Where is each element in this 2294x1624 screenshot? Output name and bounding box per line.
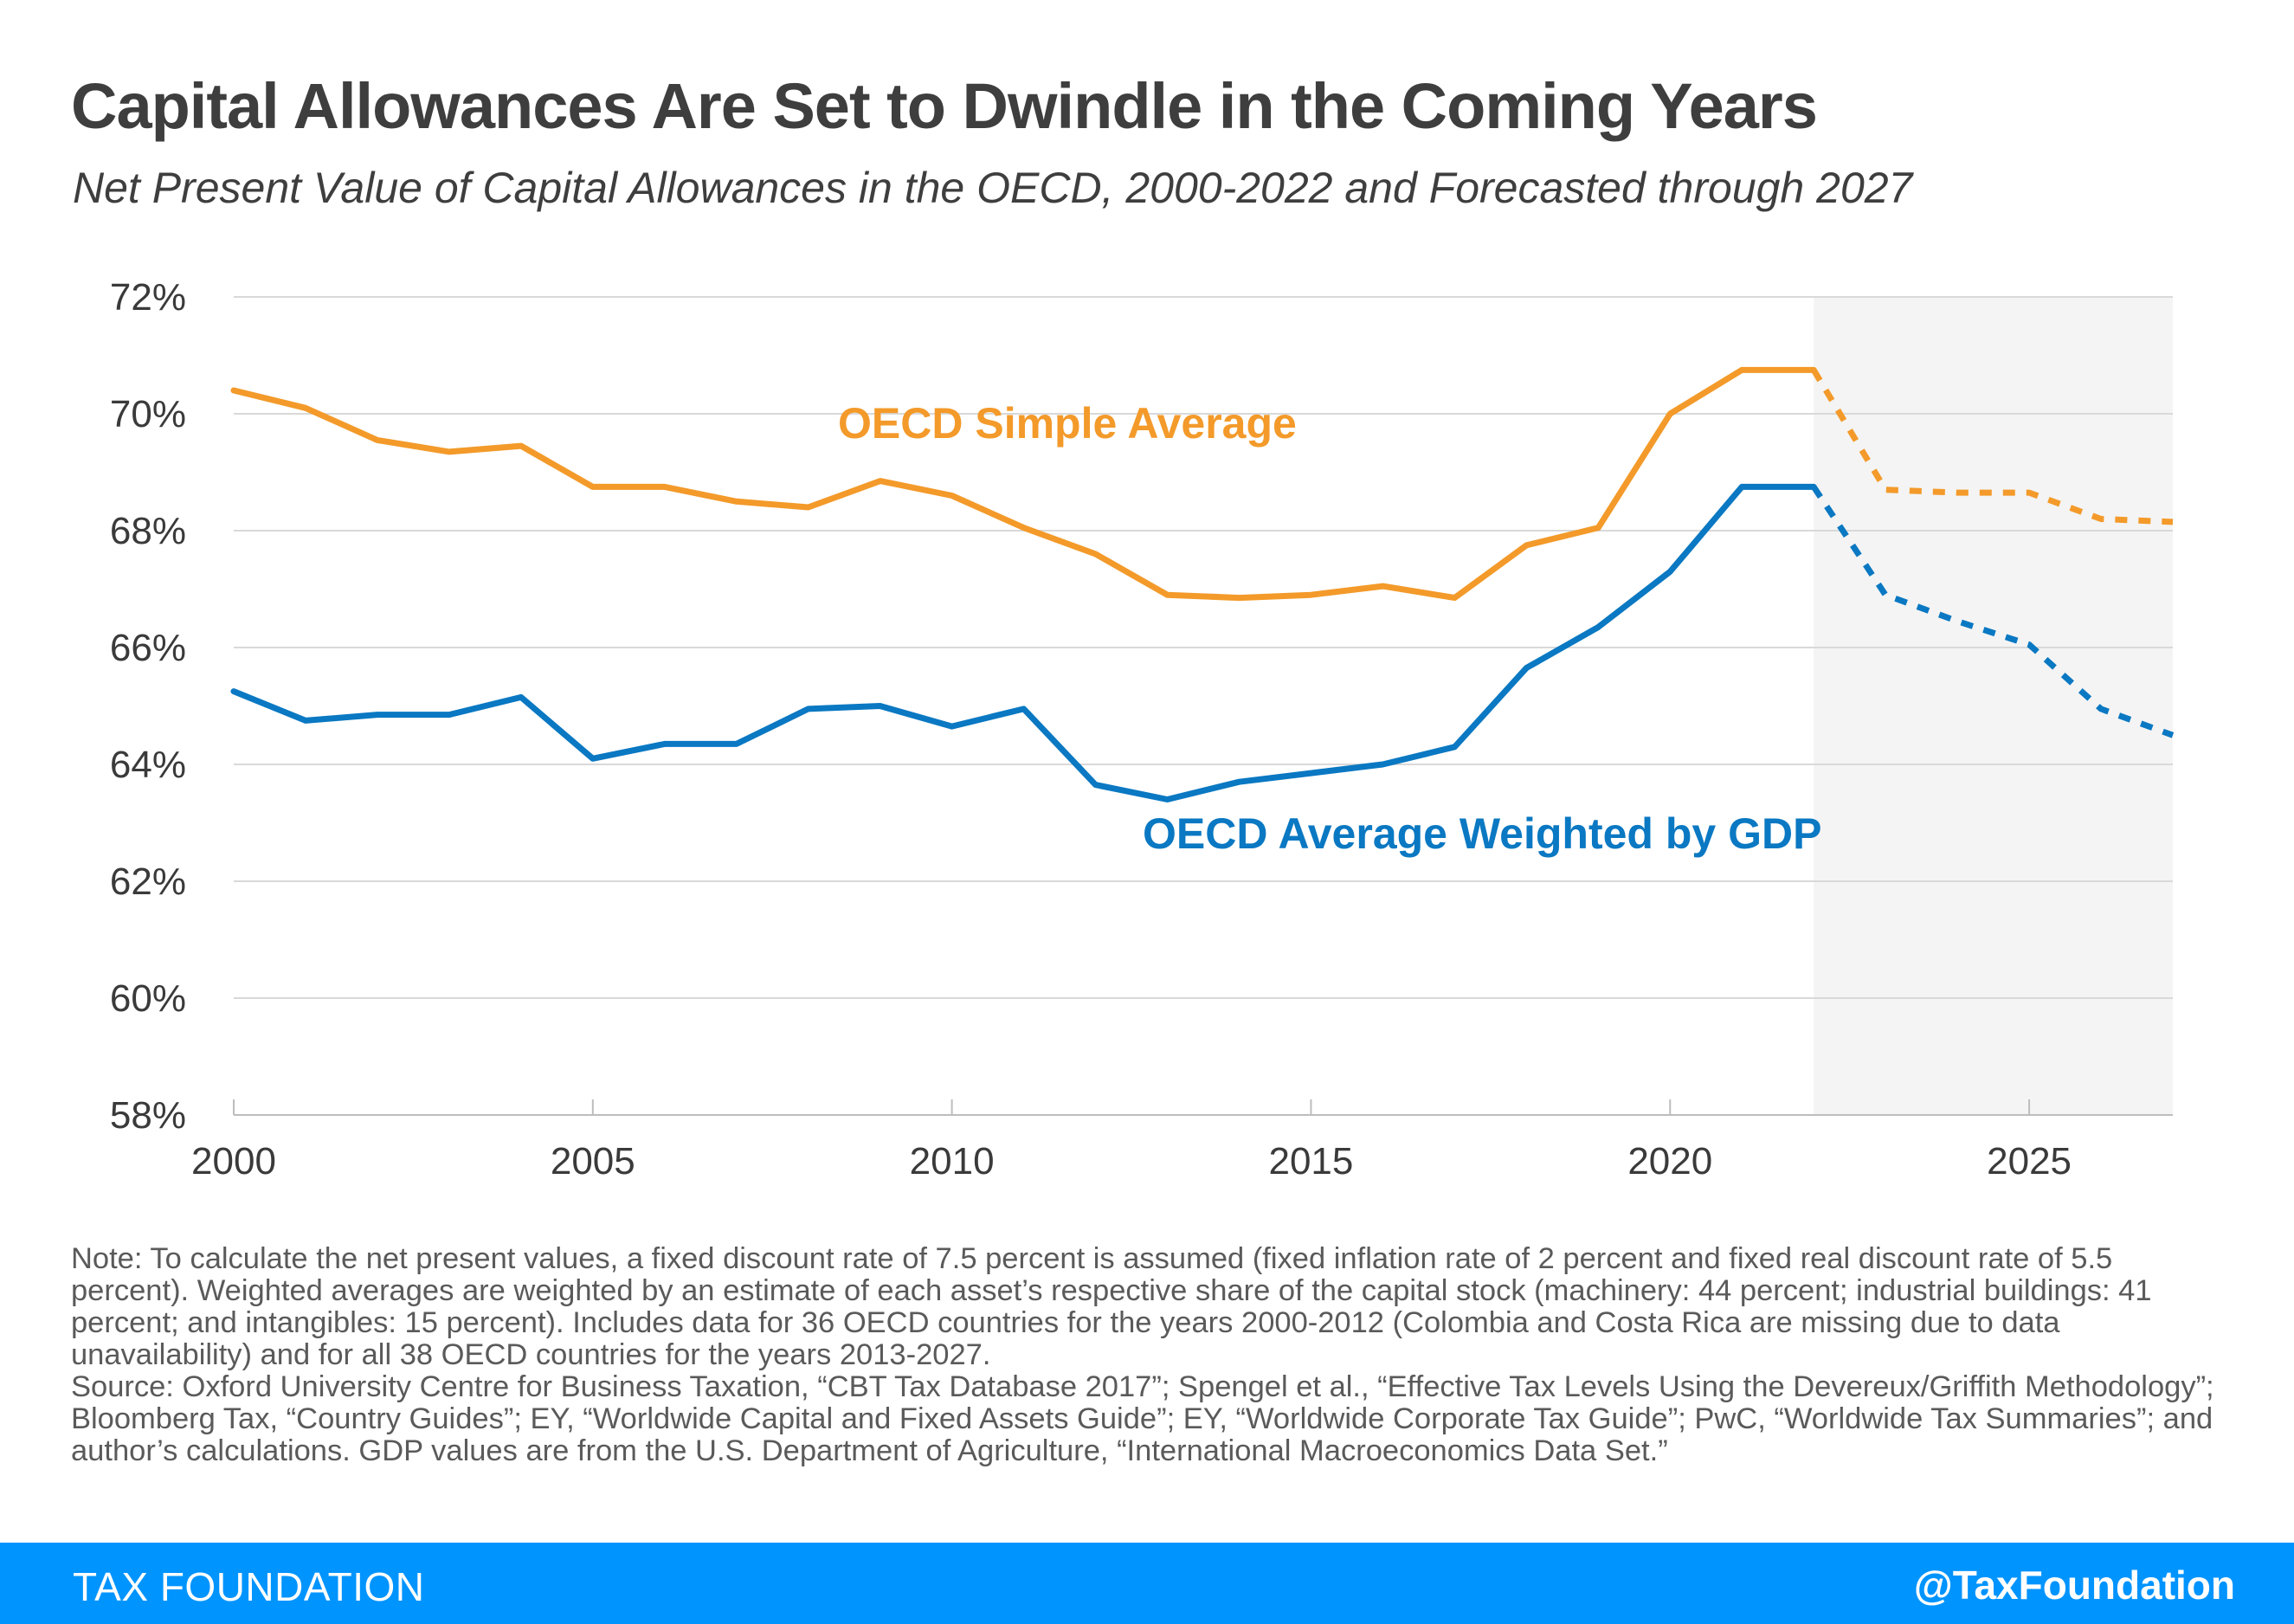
series-label-simple-average: OECD Simple Average — [838, 399, 1297, 448]
x-tick-label-2000: 2000 — [191, 1140, 276, 1183]
footer-brand: TAX FOUNDATION — [73, 1564, 425, 1609]
gridlines — [234, 296, 2173, 999]
axes: 58% 60% 62% 64% 66% 68% 70% 72% 2000 2005 2010 2015… — [110, 276, 2173, 1183]
y-tick-label-62: 62% — [110, 860, 186, 903]
x-tick-label-2020: 2020 — [1627, 1140, 1712, 1183]
y-tick-label-60: 60% — [110, 977, 186, 1020]
chart-notes: Note: To calculate the net present value… — [71, 1243, 2218, 1467]
source-text: Source: Oxford University Centre for Bus… — [71, 1370, 2214, 1467]
series-lines — [230, 366, 2175, 802]
x-tick-label-2015: 2015 — [1268, 1140, 1353, 1183]
y-tick-label-70: 70% — [110, 393, 186, 435]
x-tick-label-2025: 2025 — [1987, 1140, 2072, 1183]
y-tick-label-58: 58% — [110, 1094, 186, 1137]
y-tick-label-64: 64% — [110, 744, 186, 786]
y-tick-label-72: 72% — [110, 276, 186, 319]
chart-title: Capital Allowances Are Set to Dwindle in… — [71, 70, 1818, 142]
series-line-0-historical — [230, 366, 1817, 602]
series-label-weighted-average: OECD Average Weighted by GDP — [1143, 809, 1821, 858]
forecast-shading — [1814, 297, 2173, 1115]
footer-handle: @TaxFoundation — [1913, 1563, 2235, 1608]
series-line-1-historical — [230, 483, 1817, 802]
y-tick-label-66: 66% — [110, 627, 186, 669]
y-tick-label-68: 68% — [110, 510, 186, 552]
x-tick-label-2010: 2010 — [910, 1140, 995, 1183]
line-chart: 58% 60% 62% 64% 66% 68% 70% 72% 2000 2005 2010 2015… — [110, 276, 2175, 1183]
x-tick-label-2005: 2005 — [551, 1140, 635, 1183]
note-text: Note: To calculate the net present value… — [71, 1242, 2152, 1371]
series-labels: OECD Simple Average OECD Average Weighte… — [838, 399, 1821, 858]
chart-subtitle: Net Present Value of Capital Allowances … — [73, 164, 1913, 212]
forecast-region-layer — [1814, 297, 2173, 1115]
footer-bar: TAX FOUNDATION @TaxFoundation — [0, 1543, 2294, 1624]
series-line-1-forecast — [1811, 485, 2175, 738]
